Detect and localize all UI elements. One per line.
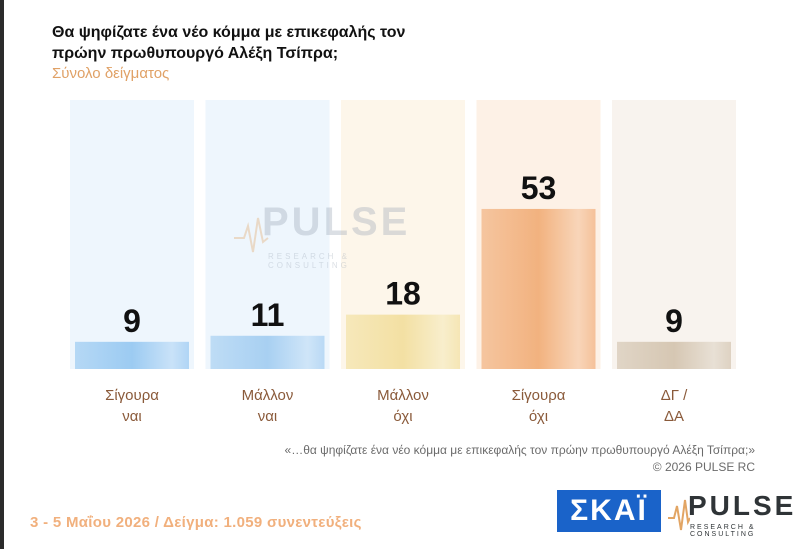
category-label: όχι xyxy=(393,408,412,425)
bar-value-label: 18 xyxy=(385,276,421,312)
category-label: Σίγουρα xyxy=(105,387,159,404)
copyright-note: © 2026 PULSE RC xyxy=(652,460,755,474)
category-label: Μάλλον xyxy=(242,387,294,404)
column-background xyxy=(205,100,330,369)
category-label: Σίγουρα xyxy=(512,387,566,404)
bar xyxy=(210,335,325,369)
survey-info: 3 - 5 Μαΐου 2026 / Δείγμα: 1.059 συνεντε… xyxy=(30,514,362,531)
category-label: ναι xyxy=(122,408,142,425)
category-label: Μάλλον xyxy=(377,387,429,404)
bar-value-label: 9 xyxy=(123,303,141,339)
category-label: όχι xyxy=(529,408,548,425)
bar xyxy=(75,341,189,369)
pulse-watermark: PULSE RESEARCH & CONSULTING xyxy=(232,200,432,270)
question-footnote: «…θα ψηφίζατε ένα νέο κόμμα με επικεφαλή… xyxy=(284,443,755,457)
watermark-word: PULSE xyxy=(262,200,411,244)
bar xyxy=(617,341,731,369)
chart-subtitle: Σύνολο δείγματος xyxy=(52,65,170,82)
pulse-logo-word: PULSE xyxy=(688,490,797,521)
column-background xyxy=(612,100,736,369)
category-label: ΔΑ xyxy=(664,408,684,425)
bar-value-label: 9 xyxy=(665,303,683,339)
bar xyxy=(481,208,596,369)
bar-value-label: 53 xyxy=(521,170,557,206)
category-label: ΔΓ / xyxy=(661,387,688,404)
watermark-subtitle: RESEARCH & CONSULTING xyxy=(268,252,351,270)
left-edge-rule xyxy=(0,0,4,549)
pulse-logo-wave-icon xyxy=(668,499,690,531)
chart-title: Θα ψηφίζατε ένα νέο κόμμα με επικεφαλής … xyxy=(52,24,406,62)
skai-logo: ΣΚΑΪ xyxy=(557,490,661,532)
bar xyxy=(346,314,460,369)
bar-value-label: 11 xyxy=(251,297,285,333)
pulse-logo: PULSE RESEARCH & CONSULTING xyxy=(668,490,793,538)
column-background xyxy=(70,100,194,369)
pulse-wave-icon xyxy=(234,217,269,253)
category-label: ναι xyxy=(258,408,278,425)
pulse-logo-subtitle: RESEARCH & CONSULTING xyxy=(690,524,756,538)
